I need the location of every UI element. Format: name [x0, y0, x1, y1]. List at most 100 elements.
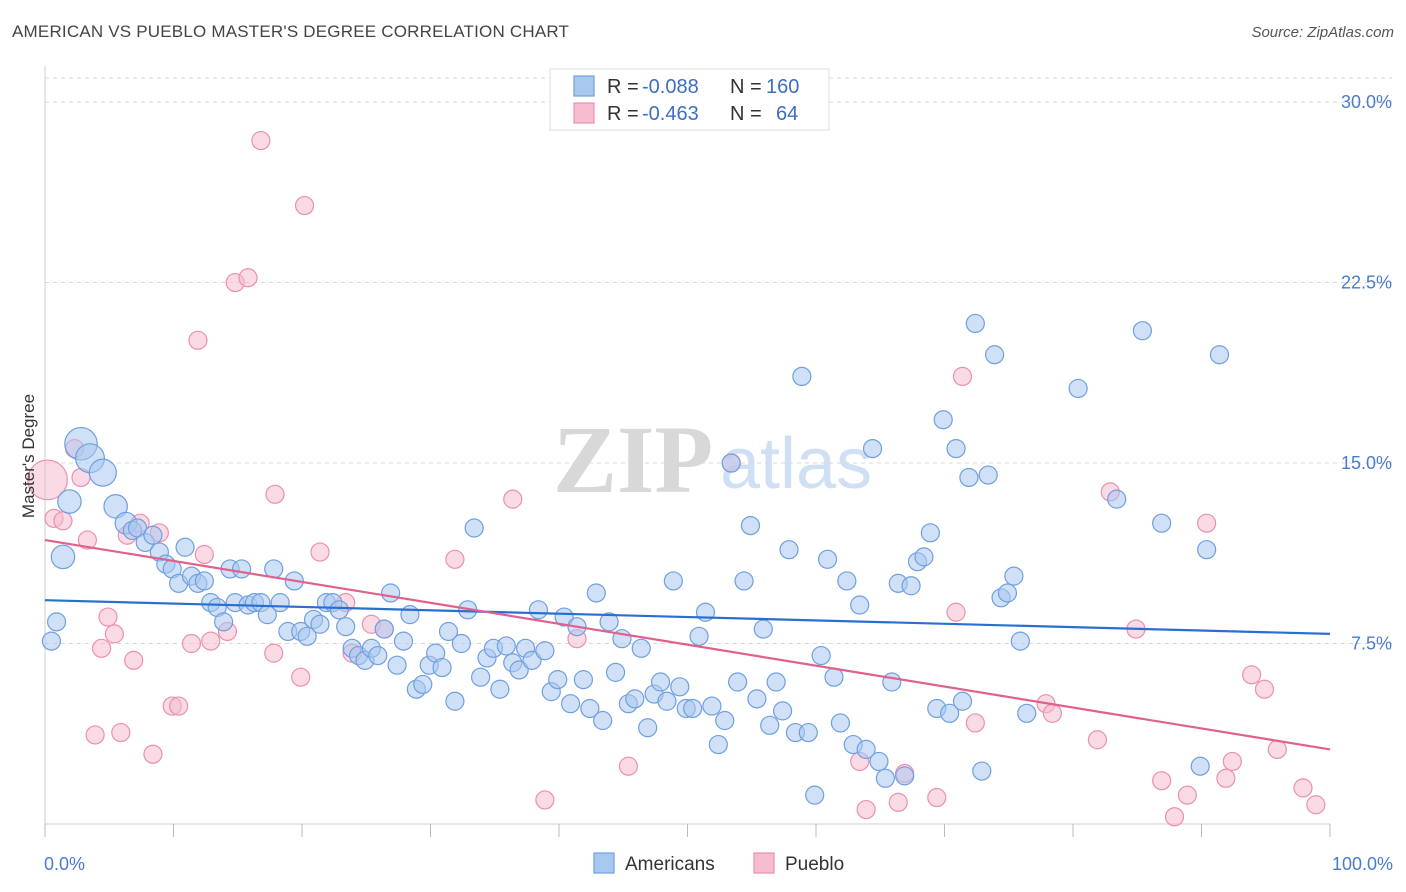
americans-trend-line [44, 599, 1331, 635]
pueblo-point [85, 725, 105, 745]
american-point [933, 410, 953, 430]
bottom-legend: Americans Pueblo [593, 852, 844, 875]
american-point [959, 467, 979, 488]
american-point [708, 734, 728, 755]
american-point [297, 626, 317, 646]
american-point [817, 549, 838, 569]
american-point [862, 438, 883, 459]
american-point [471, 667, 491, 687]
american-point [798, 722, 818, 743]
pueblo-point [1267, 739, 1287, 760]
american-point [657, 691, 677, 711]
pueblo-point [77, 530, 98, 550]
american-point [689, 626, 709, 646]
american-point [143, 525, 163, 545]
american-point [940, 703, 960, 723]
pueblo-point [1042, 703, 1063, 723]
american-point [554, 607, 574, 627]
americans-points [41, 313, 1230, 805]
pueblo-point [27, 459, 68, 501]
american-point [837, 571, 857, 591]
pueblo-point [98, 607, 118, 627]
pueblo-point [124, 650, 144, 670]
legend-swatch-americans [573, 75, 595, 97]
pueblo-point [104, 624, 124, 644]
american-point [88, 458, 117, 487]
pueblo-point [535, 790, 555, 810]
american-point [753, 619, 773, 639]
american-point [952, 691, 973, 711]
pueblo-point [169, 696, 189, 716]
american-point [329, 600, 349, 620]
american-point [522, 650, 542, 670]
american-point [683, 698, 703, 719]
american-point [368, 645, 388, 666]
x-tick-label-start: 0.0% [44, 854, 85, 874]
pueblo-point [1242, 665, 1262, 685]
american-point [387, 655, 407, 675]
y-tick-label: 7.5% [1351, 634, 1392, 654]
american-point [875, 768, 895, 788]
american-point [850, 595, 870, 615]
pueblo-point [111, 722, 131, 743]
pueblo-point [618, 756, 638, 776]
pueblo-point [143, 744, 163, 764]
american-point [1017, 703, 1037, 723]
pueblo-point [251, 130, 271, 151]
american-point [663, 571, 683, 591]
pueblo-point [238, 268, 258, 288]
american-point [1010, 631, 1030, 651]
american-point [580, 698, 600, 719]
american-point [721, 453, 741, 473]
american-point [824, 667, 844, 687]
american-point [997, 583, 1018, 603]
american-point [978, 465, 998, 485]
american-point [593, 710, 613, 731]
american-point [965, 313, 985, 334]
pueblo-point [503, 489, 523, 509]
pueblo-point [1197, 513, 1217, 533]
bottom-legend-pueblo: Pueblo [785, 854, 844, 875]
american-point [214, 612, 234, 632]
pueblo-point [201, 631, 221, 651]
legend-n-value-2: 64 [776, 103, 798, 125]
american-point [445, 691, 465, 711]
american-point [1107, 489, 1127, 509]
american-point [670, 677, 690, 697]
american-point [560, 694, 581, 714]
pueblo-point [194, 544, 214, 565]
american-point [336, 617, 356, 637]
tick-labels: 7.5% 15.0% 22.5% 30.0% 0.0% 100.0% [44, 92, 1393, 874]
pueblo-point [264, 643, 284, 663]
american-point [830, 713, 851, 733]
american-point [374, 619, 394, 639]
american-point [490, 679, 510, 699]
american-point [650, 672, 671, 692]
pueblo-point [294, 195, 315, 216]
american-point [779, 540, 799, 560]
american-point [792, 366, 812, 386]
chart-title: AMERICAN VS PUEBLO MASTER'S DEGREE CORRE… [12, 22, 570, 41]
pueblo-point [1177, 785, 1197, 805]
american-point [605, 662, 626, 682]
pueblo-point [91, 638, 112, 658]
american-point [914, 547, 934, 567]
pueblo-point [1164, 807, 1185, 827]
pueblo-point [291, 667, 311, 687]
axes [44, 66, 1331, 837]
american-point [50, 544, 76, 570]
pueblo-point [445, 549, 465, 569]
pueblo-point [856, 799, 876, 820]
american-point [548, 670, 568, 690]
american-point [46, 612, 67, 632]
american-point [1004, 566, 1024, 586]
bottom-legend-americans: Americans [625, 854, 715, 875]
american-point [194, 571, 214, 591]
pueblo-point [927, 787, 947, 808]
american-point [103, 494, 128, 519]
pueblo-point [1254, 679, 1275, 699]
pueblo-point [888, 792, 908, 812]
american-point [734, 571, 754, 591]
american-point [631, 638, 651, 658]
american-point [811, 645, 831, 666]
